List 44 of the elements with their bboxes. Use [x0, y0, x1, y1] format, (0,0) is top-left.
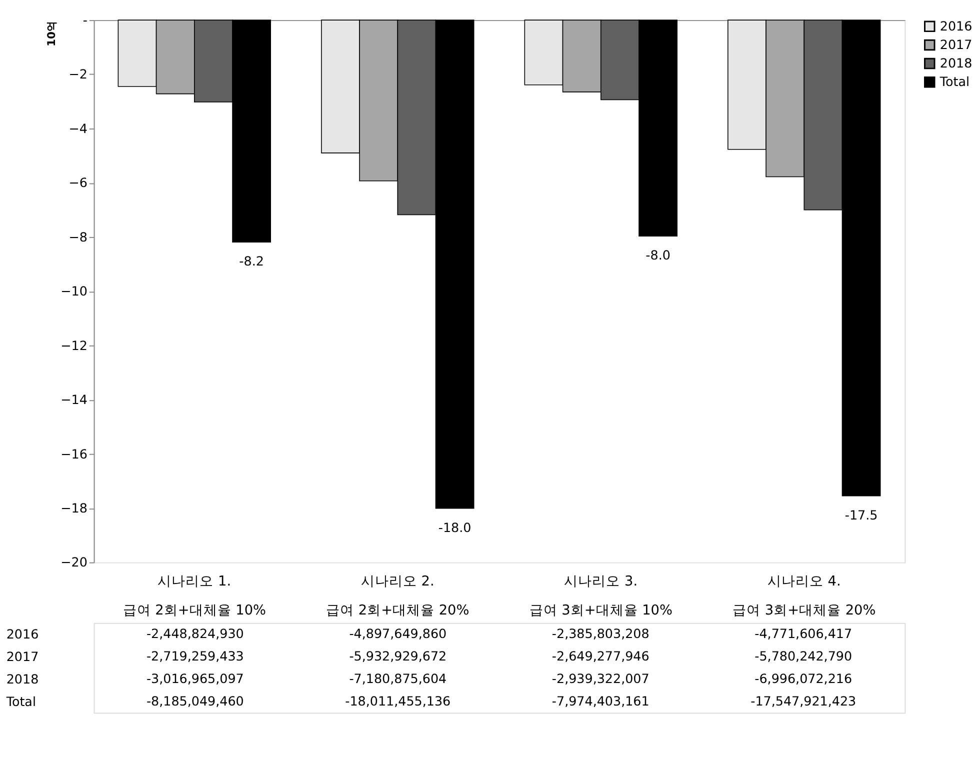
text: -18,011,455,136 [345, 693, 451, 708]
data-label: -17.5 [844, 507, 878, 522]
x-tick-label: 시나리오 2. 급여 2회+대체율 20% [326, 573, 470, 619]
y-tick-label: −2 [68, 66, 88, 82]
legend-label: 2018 [940, 55, 972, 70]
data-label: -8.0 [646, 248, 670, 263]
y-tick-label: −12 [60, 338, 88, 353]
text: 2018 [6, 671, 39, 686]
text: -2,448,824,930 [146, 626, 244, 642]
text: -2,649,277,946 [552, 648, 650, 664]
x-tick-label: 시나리오 3. 급여 3회+대체율 10% [529, 573, 672, 619]
text: -8,185,049,460 [146, 693, 244, 708]
y-tick-label: −20 [60, 554, 88, 570]
y-tick-label: - [82, 12, 88, 28]
y-tick-label: −18 [60, 500, 88, 516]
text: 2017 [6, 649, 39, 664]
text: -7,180,875,604 [349, 670, 447, 686]
data-label: -18.0 [438, 520, 472, 535]
legend-label: 2017 [940, 36, 972, 52]
text: -4,897,649,860 [349, 626, 447, 642]
y-tick-label: −4 [68, 120, 88, 136]
text: -5,780,242,790 [754, 648, 852, 664]
text: 2016 [6, 626, 39, 642]
text: -7,974,403,161 [552, 693, 650, 708]
text: -17,547,921,423 [750, 693, 856, 708]
text: -4,771,606,417 [754, 626, 852, 642]
y-tick-label: −10 [60, 284, 88, 299]
y-axis-title: 10억 [45, 20, 58, 47]
y-tick-label: −14 [60, 392, 88, 408]
text: Total [6, 694, 36, 709]
y-tick-label: −6 [68, 175, 88, 190]
x-tick-label: 시나리오 4. 급여 3회+대체율 20% [732, 573, 876, 619]
legend-label: Total [938, 74, 970, 90]
data-label: -8.2 [239, 254, 264, 269]
text: -3,016,965,097 [146, 670, 244, 686]
text: -2,939,322,007 [552, 670, 650, 686]
legend-label: 2016 [940, 18, 972, 34]
text: -2,385,803,208 [552, 626, 650, 642]
text: -6,996,072,216 [754, 670, 852, 686]
text: -2,719,259,433 [146, 648, 244, 664]
x-tick-label: 시나리오 1. 급여 2회+대체율 10% [122, 573, 266, 619]
text: -5,932,929,672 [349, 648, 447, 664]
y-tick-label: −16 [60, 446, 88, 462]
y-tick-label: −8 [68, 229, 88, 244]
